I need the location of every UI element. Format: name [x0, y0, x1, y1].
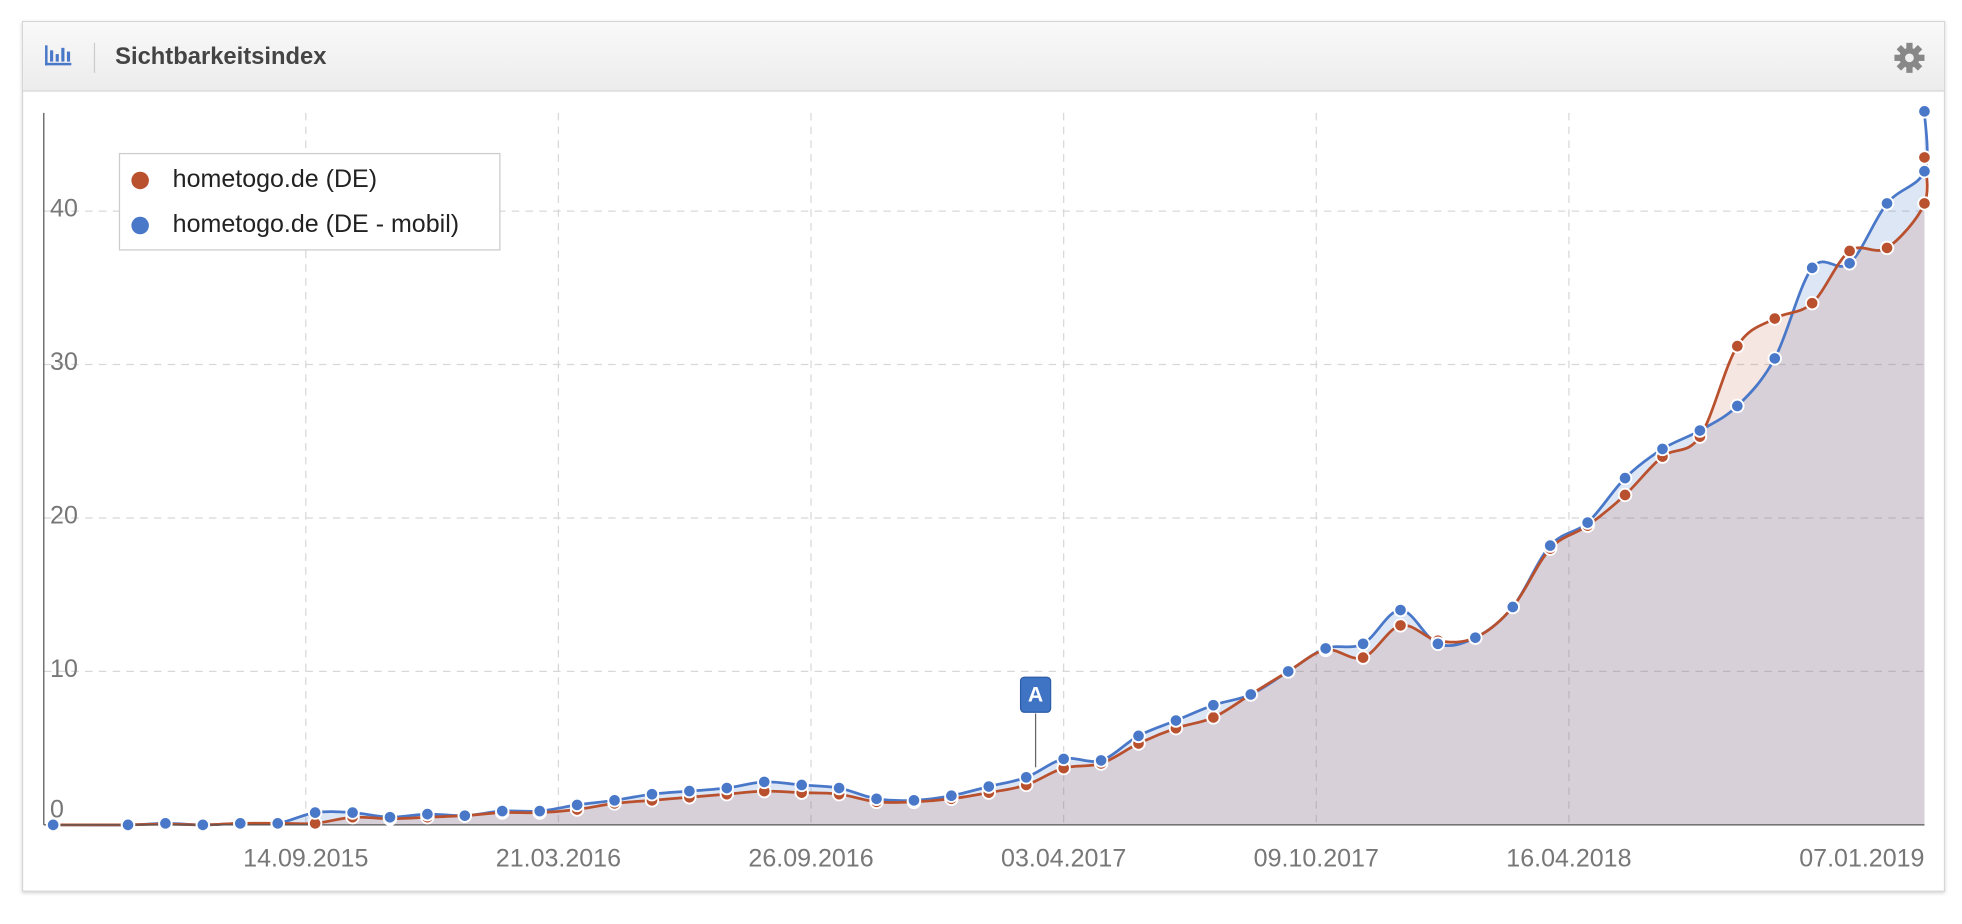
data-point [1730, 338, 1745, 354]
data-point [831, 780, 847, 796]
data-point [644, 786, 660, 802]
data-point [120, 817, 136, 833]
data-point [944, 788, 959, 803]
data-point [1580, 515, 1595, 530]
data-point [1206, 710, 1221, 725]
data-point [45, 817, 61, 833]
data-point [569, 797, 585, 813]
data-point [457, 808, 473, 823]
data-point [1206, 697, 1221, 713]
widget-title: Sichtbarkeitsindex [115, 43, 327, 70]
data-point [1281, 664, 1296, 679]
data-point [1131, 728, 1146, 744]
annotation-flag [1019, 676, 1052, 713]
legend-label: hometogo.de (DE - mobil) [173, 210, 459, 238]
y-tick-label: 0 [50, 796, 64, 824]
data-point [682, 783, 697, 799]
data-point [307, 805, 323, 820]
data-point [1318, 641, 1333, 656]
data-point [1842, 243, 1857, 259]
settings-gear[interactable] [1894, 42, 1925, 73]
data-point [1655, 441, 1670, 457]
y-tick-label: 40 [50, 194, 78, 222]
data-point [1093, 753, 1109, 768]
data-point [1393, 602, 1408, 618]
panel-header [23, 22, 1944, 91]
data-point [1804, 260, 1820, 276]
data-point [1767, 351, 1782, 366]
data-point [1767, 311, 1782, 326]
data-point [1355, 650, 1371, 665]
data-point [1168, 713, 1184, 728]
data-point [1842, 256, 1857, 271]
data-point [757, 774, 772, 790]
data-point [1879, 240, 1895, 256]
x-tick-label: 21.03.2016 [496, 845, 621, 873]
data-point [794, 777, 809, 793]
data-point [1430, 636, 1446, 652]
data-point [1243, 687, 1258, 702]
plot: 0 10 20 30 40 14.09.2015 21.03.2016 26.09.2016 0… [43, 104, 1932, 873]
annotation[interactable]: A [1019, 676, 1052, 768]
data-point [1692, 423, 1708, 438]
data-point [233, 816, 248, 831]
data-point [1917, 104, 1932, 119]
data-point [382, 810, 398, 825]
data-point [1056, 751, 1071, 767]
data-point [1505, 599, 1520, 615]
x-tick-label: 07.01.2019 [1799, 845, 1924, 873]
data-point [906, 793, 922, 808]
x-tick-label: 09.10.2017 [1254, 845, 1379, 873]
data-point [1617, 470, 1633, 486]
x-tick-label: 16.04.2018 [1506, 845, 1631, 873]
data-point [1543, 538, 1558, 553]
data-point [158, 816, 173, 831]
x-tick-label: 14.09.2015 [243, 845, 368, 873]
y-tick-label: 20 [50, 501, 78, 529]
data-point [495, 803, 510, 819]
legend-box [118, 152, 501, 251]
data-point [1917, 196, 1932, 211]
data-point [1355, 636, 1371, 652]
legend-swatch [131, 171, 149, 190]
legend: hometogo.de (DE) hometogo.de (DE - mobil) [118, 152, 501, 251]
legend-swatch [131, 216, 149, 235]
data-point [607, 793, 622, 808]
series-area [53, 157, 1928, 825]
data-point [270, 816, 285, 831]
data-point [420, 806, 435, 822]
data-point [1730, 398, 1745, 414]
data-point [1617, 487, 1633, 503]
data-point [869, 791, 884, 806]
x-tick-label: 03.04.2017 [1001, 845, 1126, 873]
data-point [719, 780, 735, 796]
data-point [345, 805, 360, 820]
legend-label: hometogo.de (DE) [173, 165, 377, 193]
series-area [53, 111, 1928, 825]
data-point [195, 817, 211, 833]
data-point [981, 779, 997, 794]
data-point [1879, 196, 1895, 211]
chart-icon [45, 45, 72, 66]
data-point [1917, 164, 1932, 179]
data-point [1468, 630, 1483, 645]
data-point [1393, 618, 1408, 633]
y-tick-label: 30 [50, 348, 78, 376]
data-point [1917, 150, 1932, 165]
x-tick-label: 26.09.2016 [748, 845, 873, 873]
annotation-label: A [1028, 683, 1043, 707]
data-point [532, 803, 547, 819]
data-point [1019, 770, 1034, 785]
data-point [1804, 295, 1820, 311]
y-tick-label: 10 [50, 655, 78, 683]
